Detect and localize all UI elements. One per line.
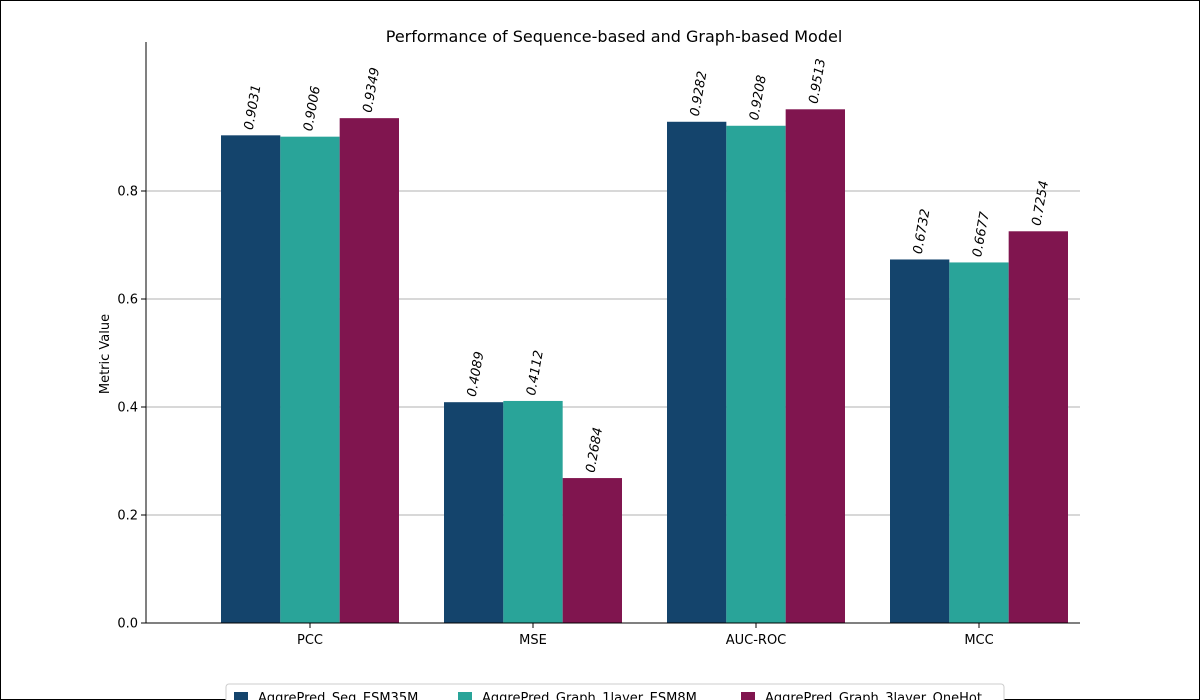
bar-mcc-series-2 (949, 262, 1009, 623)
legend-swatch (234, 692, 248, 700)
bar-mse-series-1 (444, 402, 504, 623)
bars (221, 109, 1068, 624)
x-tick-label: MCC (964, 633, 993, 648)
bar-mcc-series-3 (1008, 231, 1068, 623)
bar-mse-series-2 (503, 400, 563, 623)
value-label: 0.7254 (1030, 180, 1053, 227)
axes: 0.0 0.2 0.4 0.6 0.8 PCC MSE AUC-ROC MCC (117, 42, 1080, 648)
x-tick-label: PCC (297, 633, 323, 648)
value-label: 0.9282 (688, 70, 711, 117)
chart-title: Performance of Sequence-based and Graph-… (386, 27, 843, 46)
y-tick-label: 0.0 (117, 617, 138, 632)
bar-pcc-series-1 (221, 135, 281, 624)
legend-box (225, 683, 1005, 700)
value-label: 0.9031 (242, 84, 265, 131)
bar-auc-roc-series-2 (726, 125, 786, 623)
legend-label: AggrePred_Graph_3layer_OneHot (765, 691, 982, 700)
legend-swatch (458, 692, 472, 700)
legend-label: AggrePred_Graph_1layer_ESM8M (482, 691, 697, 700)
bar-mse-series-3 (562, 478, 622, 623)
bar-mcc-series-1 (890, 259, 950, 623)
legend-swatch (741, 692, 755, 700)
bar-pcc-series-2 (280, 136, 340, 623)
y-tick-label: 0.6 (117, 293, 138, 308)
x-tick-label: AUC-ROC (726, 633, 787, 648)
bar-auc-roc-series-3 (785, 109, 845, 624)
x-tick-label: MSE (519, 633, 547, 648)
bar-auc-roc-series-1 (667, 121, 727, 623)
y-tick-label: 0.4 (117, 401, 138, 416)
value-label: 0.4112 (524, 349, 547, 396)
legend-label: AggrePred_Seq_ESM35M (258, 691, 418, 700)
value-label: 0.9513 (807, 58, 830, 105)
value-label: 0.6677 (970, 210, 993, 258)
legend: AggrePred_Seq_ESM35M AggrePred_Graph_1lay… (225, 683, 1005, 700)
value-label: 0.9208 (747, 74, 770, 121)
value-label: 0.9349 (361, 66, 384, 113)
value-label: 0.2684 (584, 426, 607, 473)
bar-pcc-series-3 (339, 118, 399, 624)
value-label: 0.6732 (911, 208, 934, 255)
y-tick-label: 0.2 (117, 509, 138, 524)
y-tick-label: 0.8 (117, 185, 138, 200)
y-axis-label: Metric Value (98, 314, 113, 394)
value-label: 0.4089 (465, 350, 488, 397)
value-label: 0.9006 (301, 85, 324, 132)
